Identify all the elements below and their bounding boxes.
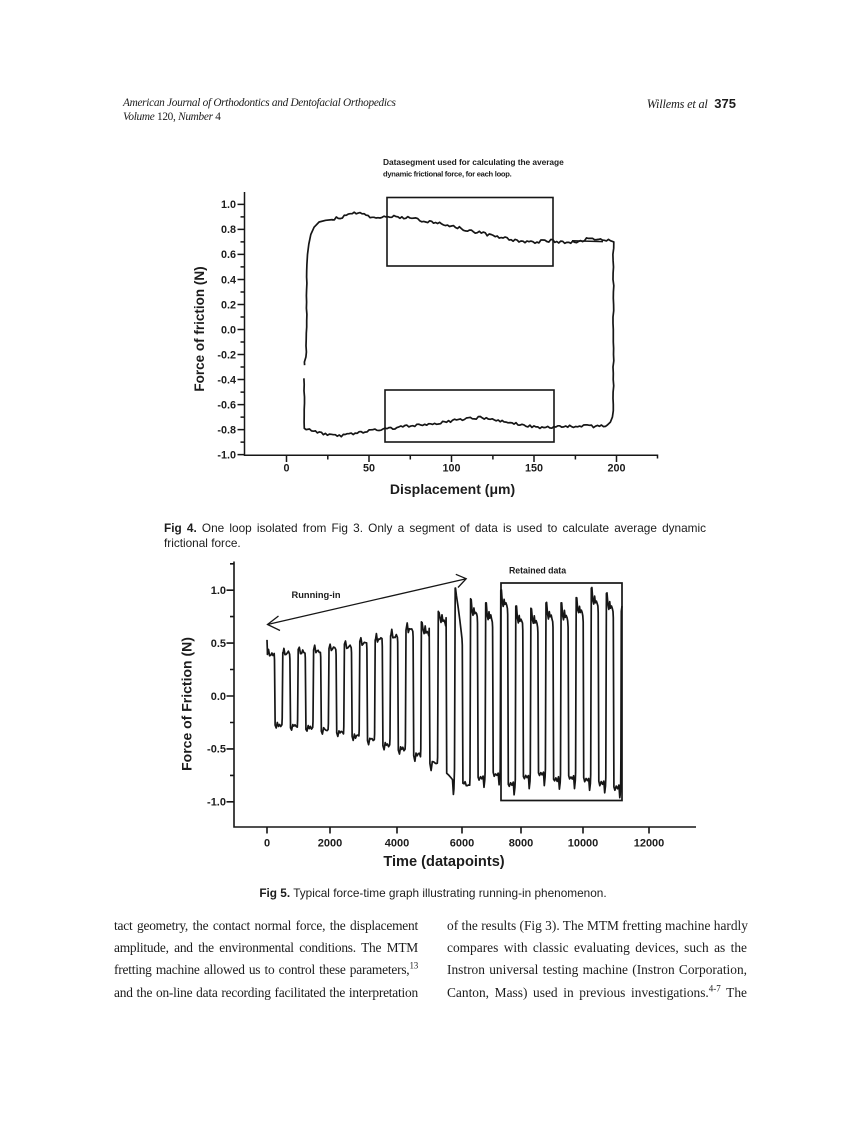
svg-text:0.2: 0.2 (221, 299, 236, 311)
svg-text:-0.6: -0.6 (217, 399, 236, 411)
svg-text:12000: 12000 (634, 838, 665, 850)
svg-text:0.6: 0.6 (221, 249, 236, 261)
svg-text:-0.5: -0.5 (207, 744, 226, 756)
svg-text:0: 0 (264, 838, 270, 850)
svg-text:Datasegment used for calculati: Datasegment used for calculating the ave… (383, 157, 564, 167)
svg-text:-1.0: -1.0 (207, 797, 226, 809)
svg-text:8000: 8000 (509, 838, 533, 850)
svg-text:-0.8: -0.8 (217, 424, 236, 436)
svg-text:0.8: 0.8 (221, 224, 236, 236)
svg-text:dynamic frictional force, for: dynamic frictional force, for each loop. (383, 170, 512, 179)
svg-text:4000: 4000 (385, 838, 409, 850)
svg-text:2000: 2000 (318, 838, 342, 850)
svg-text:10000: 10000 (568, 838, 599, 850)
svg-text:Displacement (μm): Displacement (μm) (390, 481, 515, 497)
svg-text:-1.0: -1.0 (217, 449, 236, 461)
svg-text:200: 200 (607, 463, 625, 475)
svg-text:0.5: 0.5 (211, 638, 226, 650)
svg-text:0.0: 0.0 (211, 691, 226, 703)
svg-text:Force of Friction (N): Force of Friction (N) (179, 637, 195, 771)
svg-text:-0.2: -0.2 (217, 349, 236, 361)
svg-text:-0.4: -0.4 (217, 374, 236, 386)
svg-text:Running-in: Running-in (292, 590, 341, 600)
svg-text:0.0: 0.0 (221, 324, 236, 336)
svg-text:0.4: 0.4 (221, 274, 236, 286)
svg-text:150: 150 (525, 463, 543, 475)
svg-text:Time (datapoints): Time (datapoints) (383, 854, 504, 870)
svg-text:Force of friction (N): Force of friction (N) (192, 266, 207, 391)
svg-text:100: 100 (442, 463, 460, 475)
svg-text:6000: 6000 (450, 838, 474, 850)
svg-text:Retained data: Retained data (509, 566, 566, 576)
svg-text:1.0: 1.0 (221, 199, 236, 211)
svg-text:0: 0 (283, 463, 289, 475)
svg-text:1.0: 1.0 (211, 585, 226, 597)
svg-text:50: 50 (363, 463, 375, 475)
